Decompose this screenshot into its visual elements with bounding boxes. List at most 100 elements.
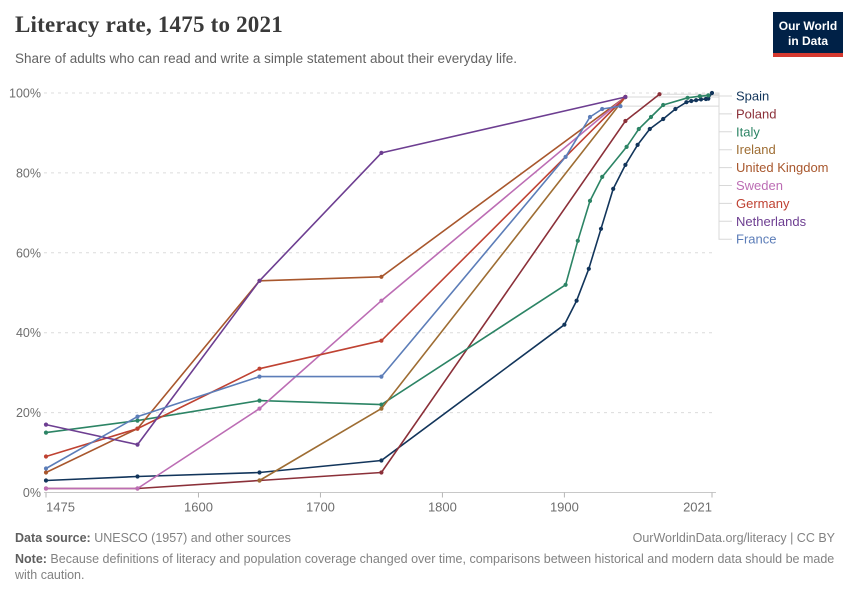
legend-label-ireland[interactable]: Ireland (736, 142, 776, 157)
series-line-spain[interactable] (45, 92, 713, 482)
data-point-netherlands[interactable] (623, 94, 628, 100)
data-point-ireland[interactable] (379, 406, 384, 411)
data-point-italy[interactable] (600, 174, 605, 179)
legend-label-spain[interactable]: Spain (736, 89, 769, 104)
legend-label-italy[interactable]: Italy (736, 124, 760, 139)
owid-logo[interactable]: Our World in Data (773, 12, 843, 57)
data-point-spain[interactable] (684, 100, 689, 105)
data-point-spain[interactable] (379, 458, 384, 463)
data-point-italy[interactable] (379, 402, 384, 407)
y-tick-label-60%: 60% (16, 246, 41, 260)
x-tick-label-1900: 1900 (550, 500, 579, 515)
data-point-germany[interactable] (43, 454, 49, 459)
chart-note-label: Note: (15, 552, 47, 566)
data-point-spain[interactable] (257, 470, 262, 475)
data-point-france[interactable] (379, 374, 384, 379)
data-point-spain[interactable] (706, 96, 711, 101)
data-point-italy[interactable] (648, 114, 654, 120)
data-point-netherlands[interactable] (135, 442, 140, 447)
data-source-line: Data source: UNESCO (1957) and other sou… (15, 531, 291, 545)
data-point-netherlands[interactable] (379, 150, 384, 155)
data-point-poland[interactable] (379, 470, 384, 475)
data-point-sweden[interactable] (257, 406, 262, 411)
data-point-italy[interactable] (706, 93, 711, 98)
legend-connector-germany (628, 96, 732, 204)
data-point-poland[interactable] (623, 118, 628, 124)
data-point-poland[interactable] (657, 92, 662, 97)
legend-label-france[interactable]: France (736, 232, 776, 247)
data-point-france[interactable] (563, 154, 568, 159)
data-point-france[interactable] (257, 374, 262, 379)
y-tick-label-100%: 100% (9, 87, 41, 101)
series-line-netherlands[interactable] (45, 96, 627, 446)
data-point-united-kingdom[interactable] (43, 470, 49, 475)
legend-label-united-kingdom[interactable]: United Kingdom (736, 160, 829, 175)
data-point-germany[interactable] (379, 338, 384, 343)
data-point-france[interactable] (43, 466, 49, 471)
x-tick-label-1800: 1800 (428, 500, 457, 515)
data-point-italy[interactable] (257, 398, 262, 403)
data-point-spain[interactable] (709, 90, 715, 96)
chart-note-text: Because definitions of literacy and popu… (15, 552, 835, 582)
data-point-netherlands[interactable] (257, 278, 262, 283)
data-point-spain[interactable] (562, 322, 567, 327)
legend-label-sweden[interactable]: Sweden (736, 178, 783, 193)
owid-logo-red-bar (773, 53, 843, 57)
data-point-germany[interactable] (257, 366, 262, 371)
page-title: Literacy rate, 1475 to 2021 (15, 12, 283, 37)
data-point-sweden[interactable] (135, 486, 140, 491)
data-point-france[interactable] (618, 104, 623, 109)
x-tick-label-2021: 2021 (683, 500, 712, 515)
data-point-spain[interactable] (635, 142, 640, 147)
data-point-germany[interactable] (135, 426, 140, 431)
data-point-italy[interactable] (685, 95, 690, 100)
data-point-italy[interactable] (697, 94, 702, 99)
data-point-france[interactable] (135, 414, 140, 419)
data-point-spain[interactable] (694, 98, 699, 103)
data-point-italy[interactable] (43, 430, 49, 435)
data-point-spain[interactable] (647, 126, 652, 132)
legend-connector-united-kingdom (628, 96, 732, 169)
legend-connector-sweden (628, 96, 732, 186)
legend-label-poland[interactable]: Poland (736, 106, 776, 121)
data-point-spain[interactable] (574, 298, 579, 303)
data-point-spain[interactable] (586, 266, 591, 271)
legend-label-germany[interactable]: Germany (736, 196, 790, 211)
data-point-spain[interactable] (611, 186, 616, 191)
data-point-italy[interactable] (563, 282, 568, 287)
data-point-sweden[interactable] (379, 298, 384, 303)
data-point-netherlands[interactable] (43, 422, 49, 427)
data-point-italy[interactable] (587, 198, 593, 203)
data-source-label: Data source: (15, 531, 91, 545)
series-line-ireland[interactable] (258, 96, 627, 482)
data-point-italy[interactable] (135, 418, 140, 423)
legend-label-netherlands[interactable]: Netherlands (736, 214, 807, 229)
data-source-text: UNESCO (1957) and other sources (90, 531, 291, 545)
data-point-france[interactable] (587, 114, 593, 120)
y-tick-label-20%: 20% (16, 406, 41, 420)
data-point-spain[interactable] (698, 97, 704, 102)
data-point-ireland[interactable] (257, 478, 262, 483)
legend-connector-netherlands (628, 96, 732, 222)
data-point-italy[interactable] (575, 238, 580, 243)
data-point-spain[interactable] (673, 106, 678, 112)
data-point-spain[interactable] (135, 474, 140, 479)
owid-logo-line2: in Data (787, 34, 828, 49)
data-point-italy[interactable] (661, 102, 666, 108)
data-point-sweden[interactable] (43, 486, 49, 491)
data-point-italy[interactable] (624, 144, 629, 149)
x-tick-label-1700: 1700 (306, 500, 335, 515)
data-point-spain[interactable] (689, 98, 694, 104)
data-point-spain[interactable] (623, 162, 628, 167)
series-line-united-kingdom[interactable] (45, 96, 627, 474)
data-point-spain[interactable] (598, 226, 604, 231)
data-point-france[interactable] (600, 106, 605, 112)
data-point-italy[interactable] (636, 126, 641, 132)
x-tick-label-1600: 1600 (184, 500, 213, 515)
data-point-spain[interactable] (43, 478, 49, 483)
series-line-france[interactable] (45, 105, 622, 470)
data-point-united-kingdom[interactable] (379, 274, 384, 279)
data-point-spain[interactable] (661, 116, 666, 122)
attribution-link[interactable]: OurWorldinData.org/literacy | CC BY (632, 531, 835, 545)
